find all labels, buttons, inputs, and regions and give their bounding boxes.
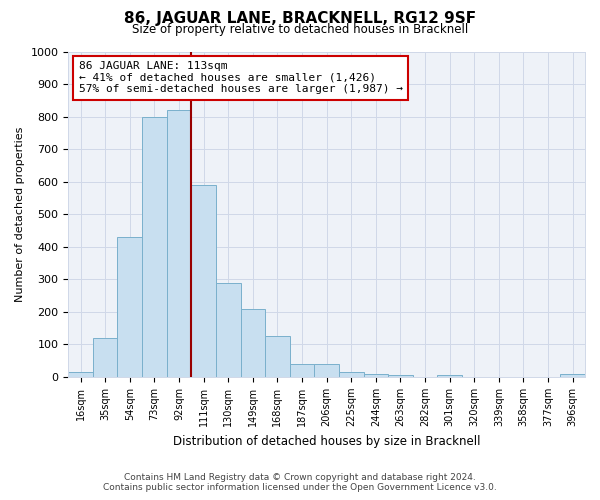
Bar — [339, 372, 364, 377]
Text: 86, JAGUAR LANE, BRACKNELL, RG12 9SF: 86, JAGUAR LANE, BRACKNELL, RG12 9SF — [124, 11, 476, 26]
X-axis label: Distribution of detached houses by size in Bracknell: Distribution of detached houses by size … — [173, 434, 481, 448]
Bar — [364, 374, 388, 377]
Bar — [68, 372, 93, 377]
Bar — [314, 364, 339, 377]
Text: Size of property relative to detached houses in Bracknell: Size of property relative to detached ho… — [132, 22, 468, 36]
Bar — [241, 308, 265, 377]
Bar — [118, 237, 142, 377]
Text: 86 JAGUAR LANE: 113sqm
← 41% of detached houses are smaller (1,426)
57% of semi-: 86 JAGUAR LANE: 113sqm ← 41% of detached… — [79, 62, 403, 94]
Bar — [93, 338, 118, 377]
Bar — [388, 376, 413, 377]
Bar — [265, 336, 290, 377]
Bar — [560, 374, 585, 377]
Bar — [290, 364, 314, 377]
Bar — [437, 376, 462, 377]
Bar — [142, 116, 167, 377]
Text: Contains HM Land Registry data © Crown copyright and database right 2024.
Contai: Contains HM Land Registry data © Crown c… — [103, 473, 497, 492]
Y-axis label: Number of detached properties: Number of detached properties — [15, 126, 25, 302]
Bar — [167, 110, 191, 377]
Bar — [191, 185, 216, 377]
Bar — [216, 282, 241, 377]
